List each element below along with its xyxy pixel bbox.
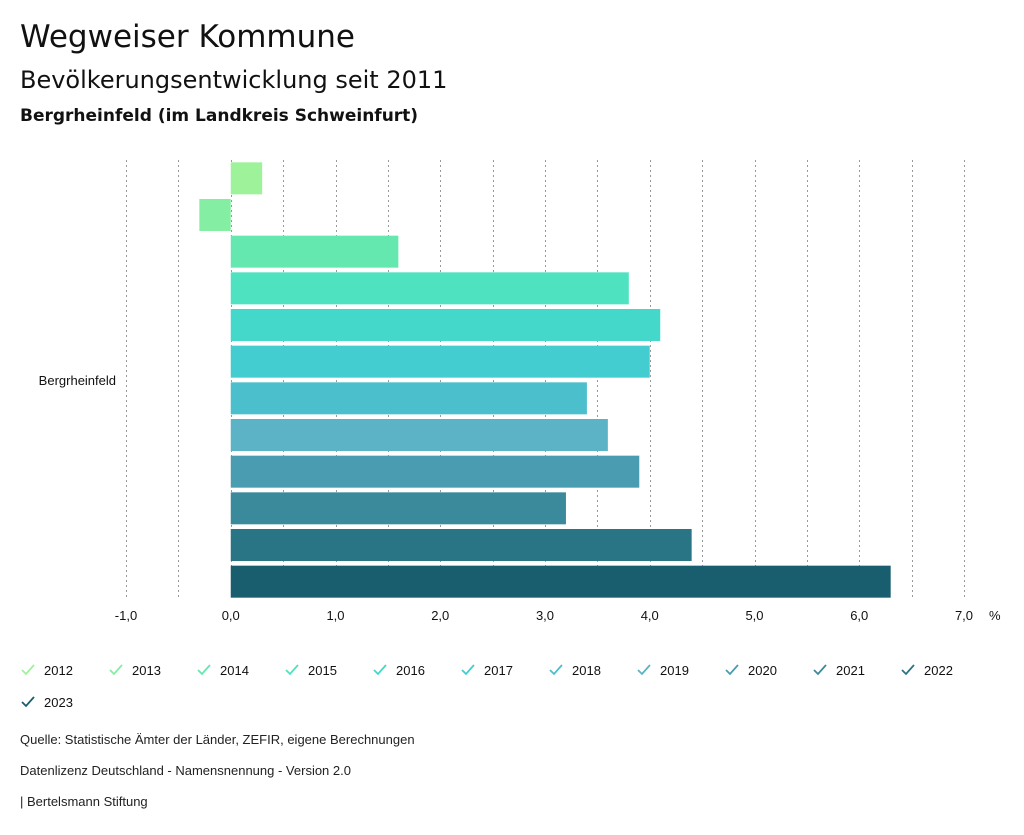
x-tick-label: 5,0 <box>745 608 763 623</box>
bar-2017 <box>230 345 650 378</box>
legend-label: 2019 <box>660 662 689 678</box>
legend-label: 2018 <box>572 662 601 678</box>
bar-2021 <box>230 492 566 525</box>
checkmark-icon <box>813 664 827 676</box>
legend-item-2016[interactable]: 2016 <box>372 660 460 680</box>
legend-item-2013[interactable]: 2013 <box>108 660 196 680</box>
checkmark-icon <box>637 664 651 676</box>
legend-item-2023[interactable]: 2023 <box>20 692 108 712</box>
legend-label: 2014 <box>220 662 249 678</box>
legend: 2012 2013 2014 2015 2016 2017 2018 2019 2020 2021… <box>20 660 1010 712</box>
legend-label: 2020 <box>748 662 777 678</box>
x-tick-label: 2,0 <box>431 608 449 623</box>
publisher-note: | Bertelsmann Stiftung <box>20 794 148 809</box>
bar-2022 <box>230 529 692 561</box>
category-label: Bergrheinfeld <box>39 373 116 388</box>
legend-label: 2023 <box>44 694 73 710</box>
legend-label: 2015 <box>308 662 337 678</box>
legend-item-2019[interactable]: 2019 <box>636 660 724 680</box>
legend-label: 2013 <box>132 662 161 678</box>
bar-2012 <box>230 162 263 195</box>
bar-2014 <box>230 235 399 268</box>
checkmark-icon <box>197 664 211 676</box>
legend-label: 2021 <box>836 662 865 678</box>
legend-item-2020[interactable]: 2020 <box>724 660 812 680</box>
x-tick-label: 0,0 <box>222 608 240 623</box>
legend-item-2021[interactable]: 2021 <box>812 660 900 680</box>
legend-label: 2012 <box>44 662 73 678</box>
x-axis-unit: % <box>989 608 1001 623</box>
bar-2016 <box>230 309 661 341</box>
checkmark-icon <box>725 664 739 676</box>
bar-2019 <box>230 419 608 451</box>
bar-2020 <box>230 455 640 488</box>
checkmark-icon <box>373 664 387 676</box>
legend-label: 2016 <box>396 662 425 678</box>
checkmark-icon <box>461 664 475 676</box>
region-label: Bergrheinfeld (im Landkreis Schweinfurt) <box>20 106 419 126</box>
x-tick-label: 6,0 <box>850 608 868 623</box>
bar-2018 <box>230 382 587 415</box>
legend-item-2022[interactable]: 2022 <box>900 660 988 680</box>
source-note: Quelle: Statistische Ämter der Länder, Z… <box>20 732 415 747</box>
x-tick-label: 4,0 <box>641 608 659 623</box>
chart-title: Wegweiser Kommune <box>20 19 355 55</box>
checkmark-icon <box>549 664 563 676</box>
bar-2015 <box>230 272 629 305</box>
legend-item-2014[interactable]: 2014 <box>196 660 284 680</box>
legend-item-2012[interactable]: 2012 <box>20 660 108 680</box>
checkmark-icon <box>109 664 123 676</box>
checkmark-icon <box>901 664 915 676</box>
chart-subtitle: Bevölkerungsentwicklung seit 2011 <box>20 66 448 94</box>
legend-item-2015[interactable]: 2015 <box>284 660 372 680</box>
checkmark-icon <box>21 664 35 676</box>
legend-item-2018[interactable]: 2018 <box>548 660 636 680</box>
legend-label: 2017 <box>484 662 513 678</box>
bar-2023 <box>230 565 891 598</box>
x-tick-label: -1,0 <box>115 608 137 623</box>
bar-chart: Bergrheinfeld -1,0 0,0 1,0 2,0 3,0 4,0 5,0 6,0 7,… <box>39 160 1001 623</box>
bar-2013 <box>199 199 231 231</box>
legend-label: 2022 <box>924 662 953 678</box>
checkmark-icon <box>285 664 299 676</box>
license-note: Datenlizenz Deutschland - Namensnennung … <box>20 763 351 778</box>
x-tick-label: 3,0 <box>536 608 554 623</box>
legend-item-2017[interactable]: 2017 <box>460 660 548 680</box>
x-tick-label: 7,0 <box>955 608 973 623</box>
x-tick-label: 1,0 <box>326 608 344 623</box>
checkmark-icon <box>21 696 35 708</box>
